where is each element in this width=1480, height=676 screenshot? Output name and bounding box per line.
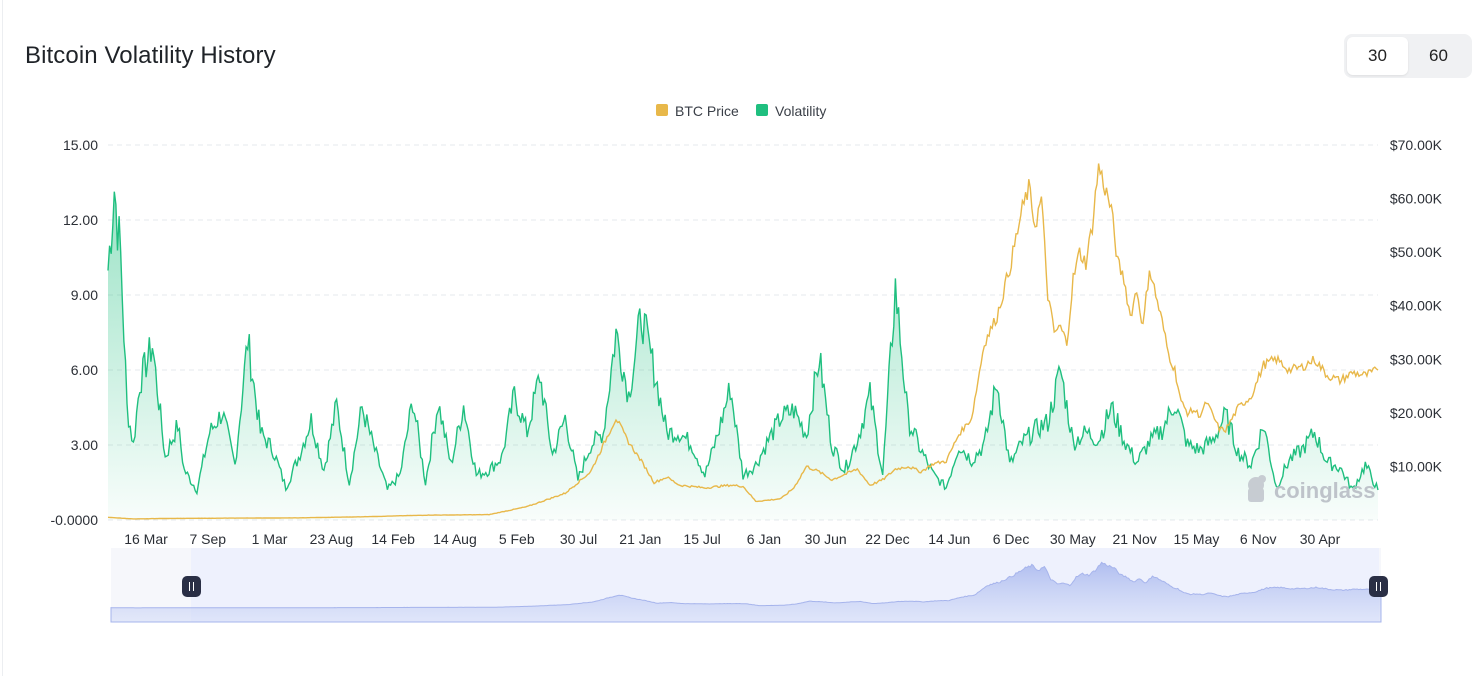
y-left-tick-label: 12.00 bbox=[63, 212, 98, 228]
period-toggle: 30 60 bbox=[1344, 34, 1472, 78]
y-left-tick-label: 6.00 bbox=[71, 362, 98, 378]
range-navigator[interactable] bbox=[110, 548, 1388, 623]
navigator-handle-left[interactable] bbox=[182, 576, 201, 597]
legend-swatch-volatility bbox=[756, 104, 768, 116]
y-right-tick-label: $10.00K bbox=[1390, 458, 1443, 474]
x-tick-label: 14 Aug bbox=[433, 531, 477, 547]
x-tick-label: 14 Feb bbox=[371, 531, 415, 547]
btc-price-line bbox=[107, 163, 1379, 520]
navigator-preview-area bbox=[110, 561, 1382, 623]
x-tick-label: 23 Aug bbox=[310, 531, 354, 547]
y-right-tick-label: $70.00K bbox=[1390, 137, 1443, 153]
x-axis: 16 Mar 7 Sep 1 Mar 23 Aug 14 Feb 14 Aug 5 Feb 3… bbox=[124, 531, 1340, 547]
y-axis-right: $10.00K $20.00K $30.00K $40.00K $50.00K $60.0… bbox=[1390, 137, 1443, 474]
coinglass-logo-icon bbox=[1248, 475, 1266, 502]
period-60-button[interactable]: 60 bbox=[1429, 46, 1448, 65]
x-tick-label: 6 Dec bbox=[993, 531, 1030, 547]
y-right-tick-label: $50.00K bbox=[1390, 244, 1443, 260]
legend-swatch-btc-price bbox=[656, 104, 668, 116]
x-tick-label: 15 May bbox=[1173, 531, 1219, 547]
page-title: Bitcoin Volatility History bbox=[25, 42, 276, 69]
x-tick-label: 30 Apr bbox=[1300, 531, 1341, 547]
x-tick-label: 21 Nov bbox=[1112, 531, 1156, 547]
x-tick-label: 30 May bbox=[1050, 531, 1096, 547]
x-tick-label: 14 Jun bbox=[928, 531, 970, 547]
navigator-handle-right[interactable] bbox=[1369, 576, 1388, 597]
y-right-tick-label: $40.00K bbox=[1390, 298, 1443, 314]
legend-label-btc-price: BTC Price bbox=[675, 103, 739, 119]
y-right-tick-label: $30.00K bbox=[1390, 351, 1443, 367]
y-right-tick-label: $20.00K bbox=[1390, 405, 1443, 421]
coinglass-watermark: coinglass bbox=[1248, 475, 1375, 503]
x-tick-label: 6 Jan bbox=[747, 531, 781, 547]
y-left-tick-label: 15.00 bbox=[63, 137, 98, 153]
x-tick-label: 5 Feb bbox=[499, 531, 535, 547]
period-30-button[interactable]: 30 bbox=[1347, 37, 1408, 75]
x-tick-label: 6 Nov bbox=[1240, 531, 1277, 547]
x-tick-label: 21 Jan bbox=[619, 531, 661, 547]
y-left-tick-label: 9.00 bbox=[71, 287, 98, 303]
x-tick-label: 22 Dec bbox=[865, 531, 909, 547]
legend-item-volatility[interactable]: Volatility bbox=[756, 103, 826, 119]
volatility-line bbox=[107, 191, 1379, 496]
x-tick-label: 7 Sep bbox=[189, 531, 226, 547]
legend-item-btc-price[interactable]: BTC Price bbox=[656, 103, 739, 119]
y-left-tick-label: 3.00 bbox=[71, 437, 98, 453]
y-left-tick-label: -0.0000 bbox=[51, 512, 99, 528]
x-tick-label: 30 Jul bbox=[560, 531, 597, 547]
x-tick-label: 1 Mar bbox=[252, 531, 288, 547]
watermark-text: coinglass bbox=[1274, 478, 1375, 503]
y-axis-left: -0.0000 3.00 6.00 9.00 12.00 15.00 bbox=[51, 137, 99, 528]
legend: BTC Price Volatility bbox=[656, 103, 826, 119]
legend-label-volatility: Volatility bbox=[775, 103, 826, 119]
x-tick-label: 16 Mar bbox=[124, 531, 168, 547]
x-tick-label: 15 Jul bbox=[683, 531, 720, 547]
x-tick-label: 30 Jun bbox=[805, 531, 847, 547]
volatility-area bbox=[108, 191, 1378, 520]
y-right-tick-label: $60.00K bbox=[1390, 191, 1443, 207]
